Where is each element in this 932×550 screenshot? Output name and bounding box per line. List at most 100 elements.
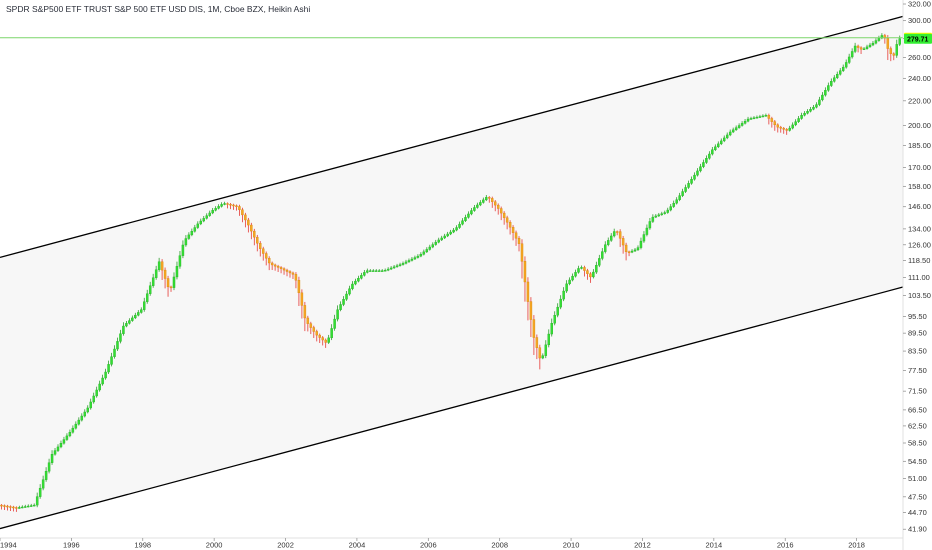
candle <box>282 267 286 275</box>
candle-body <box>720 140 723 145</box>
candle <box>160 259 164 280</box>
candle-body <box>592 271 595 278</box>
candle-body <box>372 270 375 272</box>
candle <box>300 289 304 319</box>
candle <box>24 504 27 508</box>
candle-body <box>687 183 690 188</box>
candle-body <box>791 124 794 129</box>
candle <box>773 119 777 131</box>
candle <box>705 155 708 164</box>
candle <box>401 261 405 266</box>
price-tick-label: 126.00 <box>908 240 931 249</box>
candle <box>627 250 631 257</box>
candle-body <box>871 42 875 46</box>
candle-body <box>71 427 75 433</box>
candle <box>836 71 839 80</box>
candle-body <box>333 318 336 329</box>
candle-body <box>488 197 491 199</box>
candle <box>523 256 527 302</box>
candle <box>702 159 705 169</box>
candle <box>871 41 875 47</box>
candle <box>711 146 714 156</box>
candle-body <box>309 323 313 328</box>
candle <box>502 211 506 225</box>
candle <box>797 116 800 123</box>
candle-body <box>205 215 208 219</box>
candle <box>145 289 149 304</box>
candle <box>666 207 669 214</box>
candle <box>169 285 173 292</box>
candle <box>244 212 247 228</box>
candle-body <box>83 411 87 417</box>
candle <box>443 233 446 240</box>
candle <box>47 458 51 474</box>
candle-body <box>639 240 643 248</box>
candle-body <box>827 85 830 91</box>
candle <box>264 251 268 266</box>
time-tick-label: 1994 <box>0 541 17 550</box>
candle <box>827 82 830 92</box>
candle <box>770 116 774 128</box>
candle-body <box>690 179 693 184</box>
candle <box>598 254 601 268</box>
candle-body <box>612 231 616 237</box>
candle <box>717 141 720 149</box>
candle-body <box>244 214 247 221</box>
candle-body <box>755 116 759 119</box>
candle-body <box>800 115 803 119</box>
candle-body <box>297 280 301 294</box>
candle-body <box>154 269 158 278</box>
overlay-group <box>0 15 904 530</box>
price-axis[interactable]: 320.00300.00280.00260.00240.00220.00200.… <box>902 0 932 550</box>
price-tick-label: 158.00 <box>908 182 931 191</box>
candle-body <box>181 244 185 256</box>
candle-body <box>202 218 205 222</box>
candle <box>865 44 869 50</box>
candle <box>529 297 533 338</box>
candle <box>669 204 672 212</box>
candle <box>395 263 399 268</box>
candle <box>196 221 200 229</box>
candle <box>776 123 780 133</box>
candle-body <box>547 333 551 346</box>
candle-body <box>624 244 628 252</box>
candle <box>410 257 414 262</box>
candle <box>241 207 244 223</box>
candle-body <box>541 355 545 359</box>
candle-body <box>841 66 845 71</box>
price-tick-label: 118.50 <box>908 256 930 265</box>
time-tick-label: 2016 <box>777 541 794 550</box>
candle <box>38 484 42 499</box>
candle-body <box>306 317 310 324</box>
time-axis[interactable]: 1994 1996 1998 2000 2002 2004 2006 2008 2010 2012… <box>0 537 903 550</box>
candle <box>137 310 140 317</box>
candle-body <box>853 45 857 52</box>
candle-body <box>830 81 833 86</box>
candle-body <box>443 235 446 239</box>
candle-body <box>65 435 69 440</box>
candle-body <box>187 234 191 239</box>
candle-body <box>538 347 542 359</box>
candle <box>232 203 235 210</box>
candle <box>345 290 348 301</box>
candle <box>461 218 464 226</box>
candle <box>511 225 515 241</box>
candle <box>580 265 583 270</box>
candle-body <box>235 205 238 207</box>
candle <box>889 46 893 62</box>
candle <box>678 192 681 202</box>
candle <box>892 52 896 61</box>
candle <box>830 78 833 87</box>
candle <box>214 206 217 212</box>
candle-body <box>785 129 788 131</box>
candle <box>27 504 30 508</box>
candle-body <box>491 198 494 202</box>
candle-body <box>425 249 429 253</box>
candle <box>663 210 666 215</box>
candle <box>193 224 197 233</box>
candle-body <box>199 220 203 225</box>
candle <box>755 115 759 119</box>
price-tick-label: 44.70 <box>908 508 927 517</box>
candle <box>303 301 307 332</box>
